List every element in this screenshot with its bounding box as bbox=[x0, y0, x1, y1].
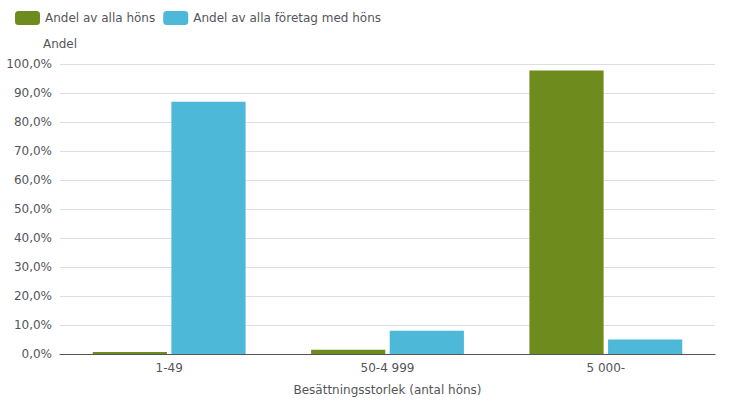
svg-text:10,0%: 10,0% bbox=[14, 318, 52, 332]
svg-text:50-4 999: 50-4 999 bbox=[361, 361, 415, 375]
svg-text:1-49: 1-49 bbox=[156, 361, 183, 375]
svg-text:60,0%: 60,0% bbox=[14, 173, 52, 187]
svg-text:20,0%: 20,0% bbox=[14, 289, 52, 303]
svg-text:Andel av alla företag med höns: Andel av alla företag med höns bbox=[193, 11, 381, 25]
svg-text:Andel: Andel bbox=[43, 37, 77, 51]
svg-text:50,0%: 50,0% bbox=[14, 202, 52, 216]
svg-text:90,0%: 90,0% bbox=[14, 86, 52, 100]
svg-text:40,0%: 40,0% bbox=[14, 231, 52, 245]
svg-text:70,0%: 70,0% bbox=[14, 144, 52, 158]
svg-text:0,0%: 0,0% bbox=[22, 347, 53, 361]
svg-text:100,0%: 100,0% bbox=[6, 57, 52, 71]
svg-text:5 000-: 5 000- bbox=[586, 361, 625, 375]
svg-text:Besättningsstorlek (antal höns: Besättningsstorlek (antal höns) bbox=[293, 383, 481, 397]
svg-text:Andel av alla höns: Andel av alla höns bbox=[45, 11, 155, 25]
svg-text:80,0%: 80,0% bbox=[14, 115, 52, 129]
svg-text:30,0%: 30,0% bbox=[14, 260, 52, 274]
